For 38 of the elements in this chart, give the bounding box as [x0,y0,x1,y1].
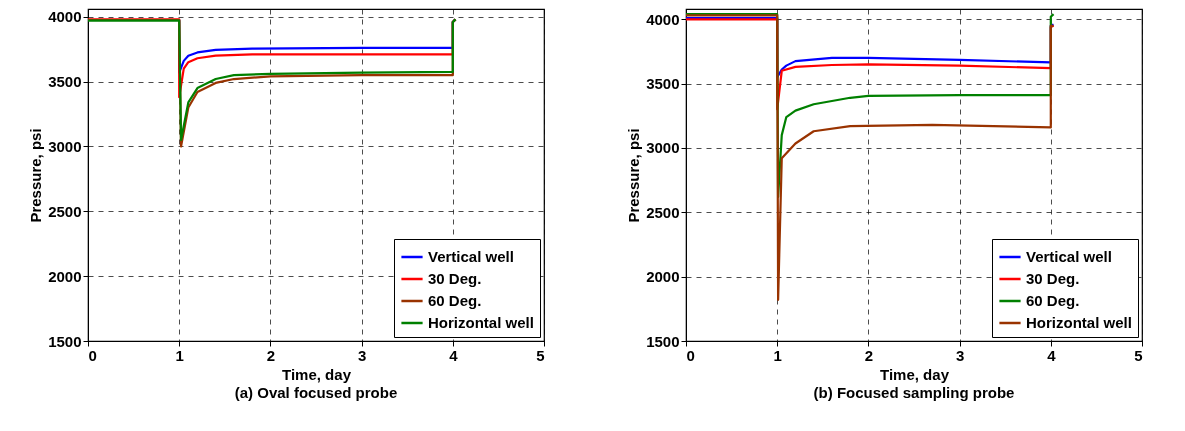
y-tick-label: 4000 [646,10,680,28]
y-tick-label: 2000 [48,267,82,285]
x-tick-label: 0 [686,346,695,364]
legend-label: Horizontal well [1026,314,1132,331]
y-tick-label: 3000 [48,137,82,155]
y-tick-label: 2500 [48,202,82,220]
legend-label: 30 Deg. [1026,270,1080,287]
legend-label: Vertical well [428,248,514,265]
x-tick-label: 3 [357,346,367,364]
legend-label: 60 Deg. [428,292,482,309]
text: (a) Oval focused probe [234,384,398,401]
y-axis-title: Pressure, psi [625,128,643,223]
x-tick-label: 4 [449,346,459,364]
x-tick-label: 4 [1047,346,1057,364]
y-tick-label: 1500 [646,332,680,350]
legend-label: Vertical well [1026,248,1112,265]
y-axis-title: Pressure, psi [27,128,45,223]
x-tick-label: 5 [1134,346,1143,364]
x-tick-label: 2 [864,346,874,364]
x-tick-label: 5 [536,346,545,364]
x-tick-label: 2 [266,346,276,364]
y-tick-label: 4000 [48,8,82,26]
x-axis-title: Time, day [282,365,352,383]
legend-label: 30 Deg. [428,270,482,287]
y-tick-label: 1500 [48,332,82,350]
x-axis-title: Time, day [880,365,950,383]
text: (b) Focused sampling probe [813,384,1015,401]
x-tick-label: 0 [88,346,97,364]
legend-label: 60 Deg. [1026,292,1080,309]
y-tick-label: 3500 [646,75,680,93]
y-tick-label: 2500 [646,203,680,221]
x-tick-label: 1 [175,346,184,364]
y-tick-label: 3500 [48,73,82,91]
x-tick-label: 3 [955,346,965,364]
x-tick-label: 1 [773,346,782,364]
y-tick-label: 2000 [646,268,680,286]
legend-label: Horizontal well [428,314,534,331]
y-tick-label: 3000 [646,139,680,157]
